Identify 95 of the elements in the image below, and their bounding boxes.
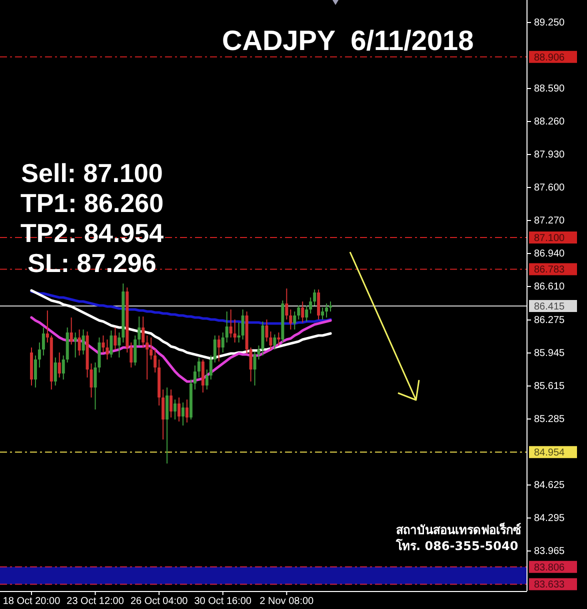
candlestick	[58, 352, 61, 378]
y-tick-label: 85.615	[534, 381, 566, 392]
x-tick-label: 23 Oct 12:00	[66, 596, 124, 608]
candlestick	[114, 327, 117, 350]
candlestick	[78, 329, 81, 356]
candlestick	[213, 335, 216, 363]
candlestick	[34, 355, 37, 388]
candlestick	[225, 311, 228, 343]
ref-line-label: 83.806	[534, 562, 566, 574]
candlestick	[138, 316, 141, 346]
candlestick	[305, 305, 308, 322]
candlestick	[197, 357, 200, 378]
y-tick-label: 89.250	[534, 18, 566, 29]
y-tick-label: 86.940	[534, 248, 566, 260]
candlestick	[265, 319, 268, 342]
candlestick	[150, 337, 153, 360]
text: โทร. 086-355-5040	[395, 538, 518, 553]
candlestick	[178, 397, 180, 422]
candlestick	[237, 322, 240, 343]
candlestick	[170, 389, 173, 418]
candlestick	[269, 331, 272, 350]
ref-line-label: 87.100	[534, 233, 566, 244]
text: CADJPY 6/11/2018	[222, 25, 474, 56]
candlestick	[46, 310, 49, 343]
candlestick	[221, 332, 224, 353]
candlestick	[74, 332, 77, 358]
y-tick-label: 87.930	[534, 150, 566, 161]
candlestick	[209, 355, 212, 380]
candlestick	[185, 399, 188, 423]
candlestick	[106, 339, 109, 360]
candlestick	[142, 316, 145, 348]
candlestick	[193, 365, 196, 390]
y-tick-label: 83.965	[534, 546, 566, 558]
candlestick	[273, 334, 276, 350]
x-tick-label: 18 Oct 20:00	[2, 596, 61, 608]
candlestick	[233, 319, 236, 343]
candlestick	[297, 305, 300, 320]
candlestick	[285, 288, 288, 320]
y-tick-label: 87.600	[534, 182, 566, 194]
candlestick	[94, 362, 97, 410]
candlestick	[249, 347, 252, 382]
y-tick-label: 85.285	[534, 414, 566, 426]
candlestick	[118, 332, 121, 358]
y-tick-label: 85.945	[534, 348, 566, 360]
candlestick	[54, 357, 57, 386]
x-tick-label: 30 Oct 16:00	[194, 596, 252, 608]
candlestick	[261, 321, 264, 356]
candlestick	[241, 309, 244, 340]
candlestick	[42, 327, 45, 356]
candlestick	[313, 289, 316, 306]
candlestick	[277, 332, 280, 346]
y-tick-label: 84.625	[534, 480, 566, 492]
candlestick	[38, 342, 41, 368]
ref-line-label: 88.906	[534, 52, 566, 64]
candlestick	[182, 402, 184, 426]
ref-line-label: 86.783	[534, 264, 566, 276]
ref-line-label: 83.633	[534, 580, 566, 591]
candlestick	[217, 335, 220, 362]
candlestick	[205, 369, 208, 390]
candlestick	[301, 301, 304, 323]
candlestick	[162, 389, 165, 440]
y-tick-label: 87.270	[534, 216, 566, 227]
text: สถาบันสอนเทรดฟอเร็กซ์	[396, 522, 521, 537]
candlestick	[201, 359, 204, 393]
candlestick	[134, 335, 137, 366]
candlestick	[62, 355, 65, 380]
candlestick	[154, 349, 157, 373]
y-tick-label: 86.275	[534, 315, 566, 326]
y-tick-label: 86.610	[534, 282, 566, 293]
candlestick	[82, 329, 85, 355]
candlestick	[229, 309, 232, 338]
candlestick	[289, 309, 292, 330]
candlestick	[146, 335, 149, 380]
candlestick	[90, 363, 93, 398]
candlestick	[321, 307, 324, 320]
annotation: Sell: 87.100	[21, 158, 163, 188]
candlestick	[325, 303, 328, 318]
candlestick	[329, 301, 332, 312]
ref-line-label: 86.415	[534, 302, 566, 312]
y-tick-label: 84.295	[534, 513, 566, 524]
candlestick	[70, 317, 73, 345]
candlestick	[166, 387, 169, 464]
candlestick	[110, 330, 113, 358]
candlestick	[174, 399, 177, 420]
annotation: TP1: 86.260	[20, 188, 164, 218]
candlestick	[130, 342, 133, 368]
annotation: TP2: 84.954	[20, 218, 164, 248]
x-tick-label: 26 Oct 04:00	[130, 596, 188, 608]
candlestick	[317, 289, 320, 320]
ref-line-label: 84.954	[534, 448, 566, 459]
y-tick-label: 88.590	[534, 84, 566, 95]
candlestick	[293, 311, 296, 330]
candlestick	[309, 297, 312, 314]
x-tick-label: 2 Nov 08:00	[260, 596, 314, 608]
y-tick-label: 88.260	[534, 116, 566, 128]
